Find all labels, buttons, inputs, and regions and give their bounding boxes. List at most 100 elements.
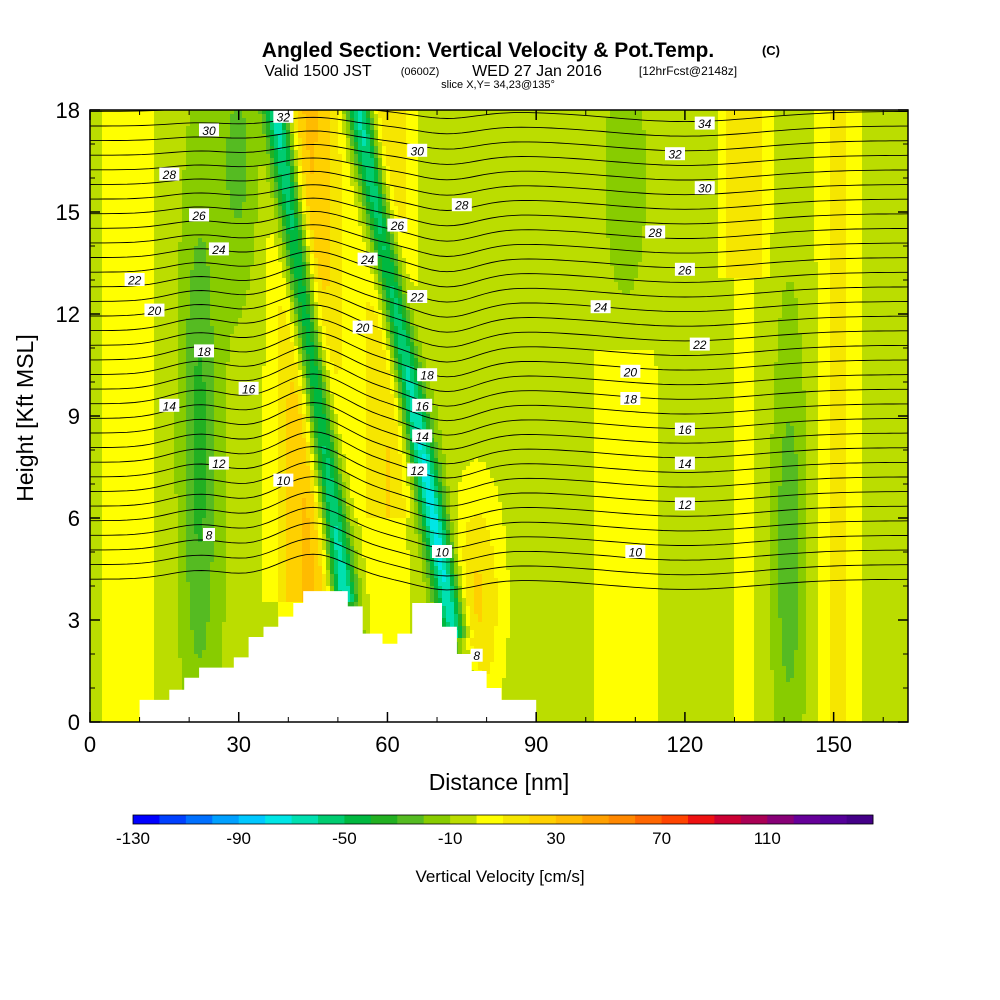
velocity-cell — [166, 682, 171, 687]
velocity-cell — [190, 174, 195, 179]
velocity-cell — [154, 562, 159, 567]
velocity-cell — [134, 130, 139, 135]
velocity-cell — [114, 694, 119, 699]
velocity-cell — [146, 466, 151, 471]
velocity-cell — [166, 126, 171, 131]
velocity-cell — [170, 486, 175, 491]
velocity-cell — [210, 490, 215, 495]
velocity-cell — [102, 202, 107, 207]
velocity-cell — [154, 418, 159, 423]
velocity-cell — [166, 118, 171, 123]
velocity-cell — [146, 646, 151, 651]
valid-time-prefix: Valid 1500 JST — [264, 63, 372, 80]
velocity-cell — [178, 638, 183, 643]
velocity-cell — [202, 202, 207, 207]
velocity-cell — [118, 298, 123, 303]
velocity-cell — [178, 506, 183, 511]
velocity-cell — [166, 158, 171, 163]
velocity-cell — [110, 702, 115, 707]
velocity-cell — [194, 566, 199, 571]
velocity-cell — [138, 634, 143, 639]
velocity-cell — [114, 366, 119, 371]
velocity-cell — [142, 170, 147, 175]
velocity-cell — [146, 610, 151, 615]
velocity-cell — [122, 350, 127, 355]
velocity-cell — [206, 438, 211, 443]
velocity-cell — [194, 466, 199, 471]
velocity-cell — [162, 362, 167, 367]
velocity-cell — [142, 690, 147, 695]
velocity-cell — [102, 366, 107, 371]
velocity-cell — [182, 354, 187, 359]
velocity-cell — [178, 618, 183, 623]
velocity-cell — [162, 682, 167, 687]
velocity-cell — [166, 358, 171, 363]
velocity-cell — [146, 634, 151, 639]
velocity-cell — [190, 394, 195, 399]
velocity-cell — [198, 250, 203, 255]
velocity-cell — [138, 350, 143, 355]
velocity-cell — [122, 710, 127, 715]
velocity-cell — [142, 142, 147, 147]
velocity-cell — [114, 146, 119, 151]
velocity-cell — [154, 434, 159, 439]
velocity-cell — [174, 458, 179, 463]
velocity-cell — [206, 650, 211, 655]
velocity-cell — [114, 646, 119, 651]
velocity-cell — [118, 422, 123, 427]
velocity-cell — [110, 358, 115, 363]
velocity-cell — [202, 546, 207, 551]
velocity-cell — [126, 606, 131, 611]
velocity-cell — [134, 650, 139, 655]
velocity-cell — [122, 310, 127, 315]
velocity-cell — [194, 186, 199, 191]
velocity-cell — [138, 662, 143, 667]
velocity-cell — [122, 434, 127, 439]
velocity-cell — [130, 702, 135, 707]
velocity-cell — [134, 646, 139, 651]
velocity-cell — [210, 158, 215, 163]
velocity-cell — [94, 154, 99, 159]
velocity-cell — [170, 678, 175, 683]
velocity-cell — [150, 682, 155, 687]
velocity-cell — [154, 274, 159, 279]
velocity-cell — [138, 202, 143, 207]
velocity-cell — [138, 306, 143, 311]
velocity-cell — [114, 126, 119, 131]
velocity-cell — [126, 158, 131, 163]
velocity-cell — [190, 258, 195, 263]
velocity-cell — [154, 342, 159, 347]
velocity-cell — [190, 254, 195, 259]
velocity-cell — [110, 558, 115, 563]
velocity-cell — [194, 470, 199, 475]
velocity-cell — [198, 486, 203, 491]
velocity-cell — [146, 430, 151, 435]
velocity-cell — [138, 438, 143, 443]
velocity-cell — [198, 514, 203, 519]
velocity-cell — [198, 626, 203, 631]
velocity-cell — [130, 502, 135, 507]
velocity-cell — [166, 434, 171, 439]
velocity-cell — [190, 146, 195, 151]
velocity-cell — [146, 174, 151, 179]
velocity-cell — [150, 362, 155, 367]
velocity-cell — [94, 118, 99, 123]
velocity-cell — [110, 194, 115, 199]
velocity-cell — [110, 426, 115, 431]
velocity-cell — [186, 534, 191, 539]
velocity-cell — [206, 638, 211, 643]
velocity-cell — [198, 334, 203, 339]
velocity-cell — [198, 502, 203, 507]
velocity-cell — [122, 174, 127, 179]
velocity-cell — [162, 246, 167, 251]
velocity-cell — [146, 322, 151, 327]
velocity-cell — [134, 126, 139, 131]
velocity-cell — [130, 606, 135, 611]
velocity-cell — [154, 666, 159, 671]
velocity-cell — [178, 530, 183, 535]
velocity-cell — [98, 710, 103, 715]
velocity-cell — [122, 686, 127, 691]
velocity-cell — [134, 666, 139, 671]
velocity-cell — [166, 182, 171, 187]
velocity-cell — [206, 490, 211, 495]
